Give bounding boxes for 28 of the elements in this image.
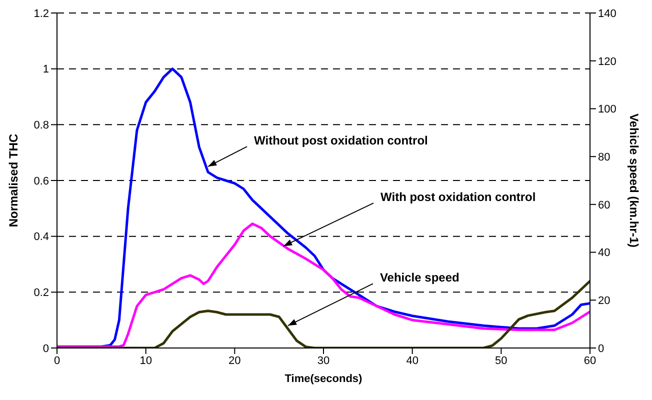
y2-tick-label: 100 [598,104,616,116]
x-tick-label: 10 [140,354,152,367]
y-tick-label: 0.4 [34,231,49,244]
y-tick-label: 1.2 [34,8,49,20]
y2-tick-label: 120 [598,56,616,68]
y-tick-label: 0.2 [34,287,49,300]
y-axis-title: Normalised THC [6,133,20,228]
x-tick-label: 50 [495,354,508,367]
x-axis-title: Time(seconds) [284,373,363,385]
y2-tick-label: 140 [598,8,616,20]
y-tick-label: 1 [42,64,49,76]
y2-tick-label: 20 [598,295,610,308]
y-tick-label: 0 [42,342,49,355]
x-tick-label: 20 [228,354,241,367]
y2-tick-label: 40 [598,247,610,260]
y-tick-label: 0.6 [34,175,49,188]
y2-tick-label: 80 [598,151,610,164]
x-tick-label: 60 [584,354,596,367]
y-tick-label: 0.8 [34,120,49,132]
annotation: With post oxidation control [380,190,536,204]
x-tick-label: 0 [54,354,60,367]
y2-tick-label: 0 [598,342,604,355]
y2-axis-title: Vehicle speed (km.hr-1) [626,113,641,248]
y2-tick-label: 60 [598,199,610,212]
annotation: Without post oxidation control [254,134,428,148]
x-tick-label: 30 [317,354,330,367]
x-tick-label: 40 [406,354,418,367]
annotation: Vehicle speed [380,270,460,285]
